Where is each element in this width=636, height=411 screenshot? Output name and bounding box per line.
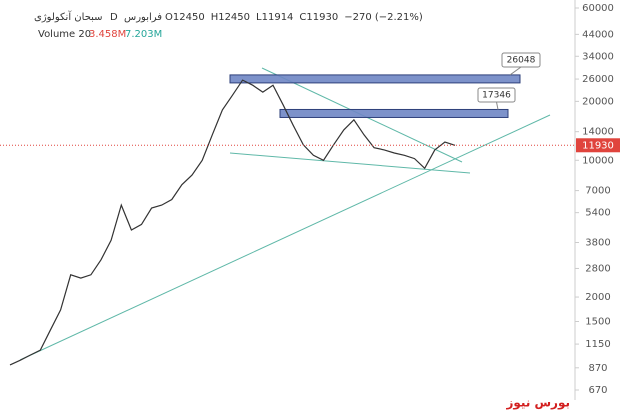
zone-label: 17346 — [482, 91, 511, 101]
ohlc-value: O12450 — [165, 12, 205, 23]
y-tick-label: 26000 — [582, 74, 614, 85]
zone-label: 26048 — [507, 56, 536, 66]
y-tick-label: 20000 — [582, 96, 614, 107]
y-tick-label: 10000 — [582, 155, 614, 166]
zone-label-box — [477, 87, 516, 103]
y-tick-label: 2800 — [585, 263, 610, 274]
last-price-label: 11930 — [582, 140, 614, 151]
zone-label-box — [501, 52, 541, 68]
last-price-box — [576, 138, 620, 153]
interval: D — [110, 12, 118, 23]
y-tick-label: 14000 — [582, 127, 614, 138]
zone-connector — [509, 66, 522, 76]
y-tick-label: 1150 — [585, 339, 610, 350]
volume-label: Volume 20 — [38, 29, 91, 40]
watermark: بورس نیوز — [505, 396, 570, 411]
y-tick-label: 5400 — [585, 208, 610, 219]
price-change: −270 (−2.21%) — [344, 12, 423, 23]
y-tick-label: 44000 — [582, 29, 614, 40]
price-line — [9, 79, 456, 366]
zone-connector — [496, 101, 499, 110]
y-tick-label: 870 — [588, 363, 607, 374]
y-tick-label: 2000 — [585, 292, 610, 303]
y-tick-label: 60000 — [582, 3, 614, 14]
price-zone — [229, 74, 521, 84]
symbol-name: سبحان آنکولوژی — [34, 10, 103, 23]
ohlc-value: H12450 — [211, 12, 250, 23]
ohlc-value: L11914 — [256, 12, 293, 23]
y-tick-label: 7000 — [585, 186, 610, 197]
y-tick-label: 670 — [588, 385, 607, 396]
exchange: فرابورس — [124, 12, 162, 23]
volume-value: 3.458M — [89, 29, 126, 40]
trend-line — [19, 114, 551, 361]
volume-ma-value: 7.203M — [125, 29, 162, 40]
price-zone — [279, 108, 509, 118]
y-tick-label: 34000 — [582, 51, 614, 62]
y-tick-label: 1500 — [585, 317, 610, 328]
y-tick-label: 3800 — [585, 238, 610, 249]
ohlc-value: C11930 — [299, 12, 338, 23]
trend-line — [229, 152, 471, 174]
